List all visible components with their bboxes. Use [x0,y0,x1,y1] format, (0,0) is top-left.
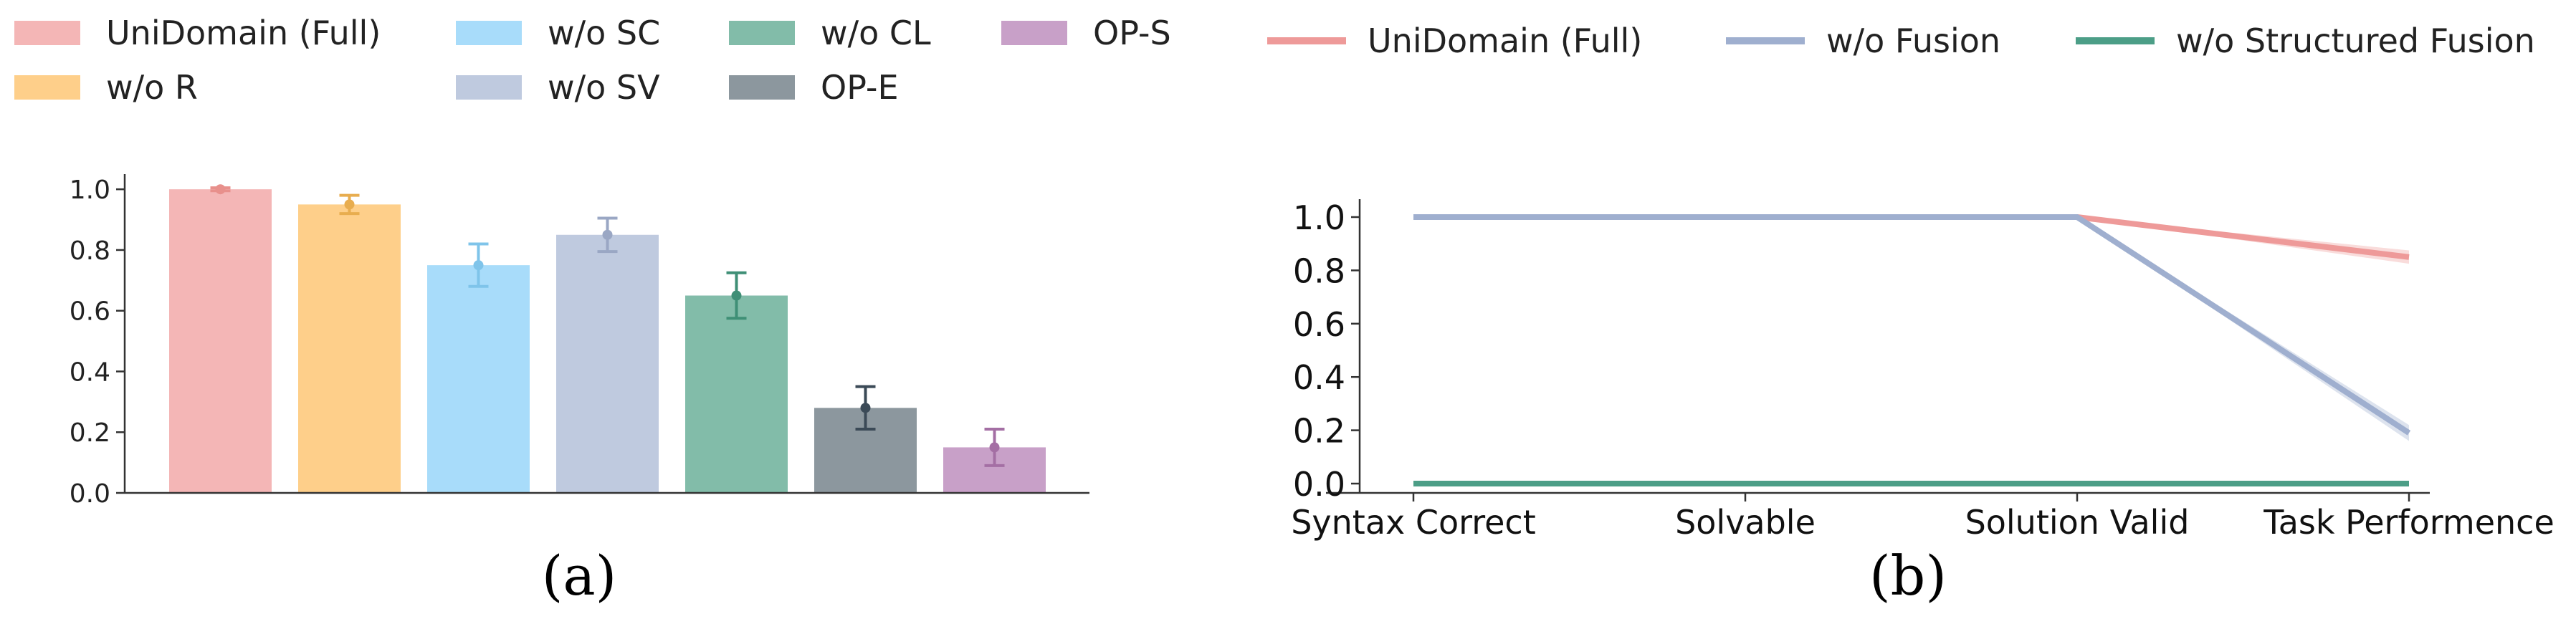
legend-label-op-s: OP-S [1093,14,1171,52]
mean-point-w-o-r [344,199,355,210]
bar-w-o-cl [685,295,788,493]
bar-w-o-sc [427,265,530,493]
y-tick-label-a-0-8: 0.8 [70,236,110,266]
legend-swatch-op-e [729,75,795,100]
legend-swatch-unidomain-full [14,21,80,45]
y-tick-label-b-0-0: 0.0 [1293,465,1345,504]
y-tick-label-a-1-0: 1.0 [70,176,110,205]
legend-swatch-w-o-r [14,75,80,100]
legend-label-w-o-cl: w/o CL [821,14,931,52]
mean-point-op-s [989,442,1000,453]
legend-swatch-w-o-sc [456,21,522,45]
series-line-unidomain-full [1413,214,2410,260]
x-tick-label-solvable: Solvable [1675,503,1816,542]
legend-swatch-w-o-cl [729,21,795,45]
y-tick-label-a-0-4: 0.4 [70,358,110,387]
legend-label-w-o-sc: w/o SC [548,14,660,52]
bar-unidomain-full [169,189,272,493]
caption-a: (a) [542,544,617,608]
mean-point-op-e [860,403,871,413]
band-w-o-fusion [1413,217,2409,441]
x-tick-label-task-performence: Task Performence [2263,503,2554,542]
bar-w-o-sv [556,234,659,493]
legend-label-unidomain-full: UniDomain (Full) [1368,21,1642,60]
legend-label-w-o-sv: w/o SV [548,68,660,107]
bar-w-o-r [298,204,401,493]
legend-label-op-e: OP-E [821,68,899,107]
y-tick-label-a-0-2: 0.2 [70,418,110,448]
y-tick-label-b-0-4: 0.4 [1293,358,1345,397]
mean-point-w-o-sv [602,229,613,240]
legend-label-w-o-fusion: w/o Fusion [1826,21,2000,60]
y-tick-label-a-0-6: 0.6 [70,297,110,327]
y-tick-label-b-0-6: 0.6 [1293,305,1345,344]
legend-label-w-o-structured-fusion: w/o Structured Fusion [2176,21,2535,60]
series-line-w-o-fusion [1413,214,2411,436]
legend-line-chart: UniDomain (Full) w/o Fusion w/o Structured… [1267,21,2535,60]
legend-swatch-w-o-sv [456,75,522,100]
x-tick-label-syntax-correct: Syntax Correct [1291,503,1536,542]
line-chart-b: 0.0 0.2 0.4 0.6 0.8 1.0 Syntax Correct Solvable… [1291,198,2554,542]
caption-b: (b) [1869,544,1947,608]
mean-point-unidomain-full [215,184,226,195]
legend-bar-chart: UniDomain (Full) w/o R w/o SC w/o SV w/o CL O… [14,14,1171,107]
mean-point-w-o-sc [473,260,484,271]
y-tick-label-b-0-2: 0.2 [1293,412,1345,451]
x-tick-label-solution-valid: Solution Valid [1965,503,2190,542]
bar-chart-a: 0.0 0.2 0.4 0.6 0.8 1.0 [70,174,1089,509]
legend-label-w-o-r: w/o R [106,68,198,107]
mean-point-w-o-cl [731,290,742,301]
legend-swatch-op-s [1001,21,1067,45]
y-tick-label-b-1-0: 1.0 [1293,198,1345,237]
legend-label-unidomain-full: UniDomain (Full) [106,14,381,52]
y-tick-label-b-0-8: 0.8 [1293,251,1345,290]
y-tick-label-a-0-0: 0.0 [70,479,110,509]
